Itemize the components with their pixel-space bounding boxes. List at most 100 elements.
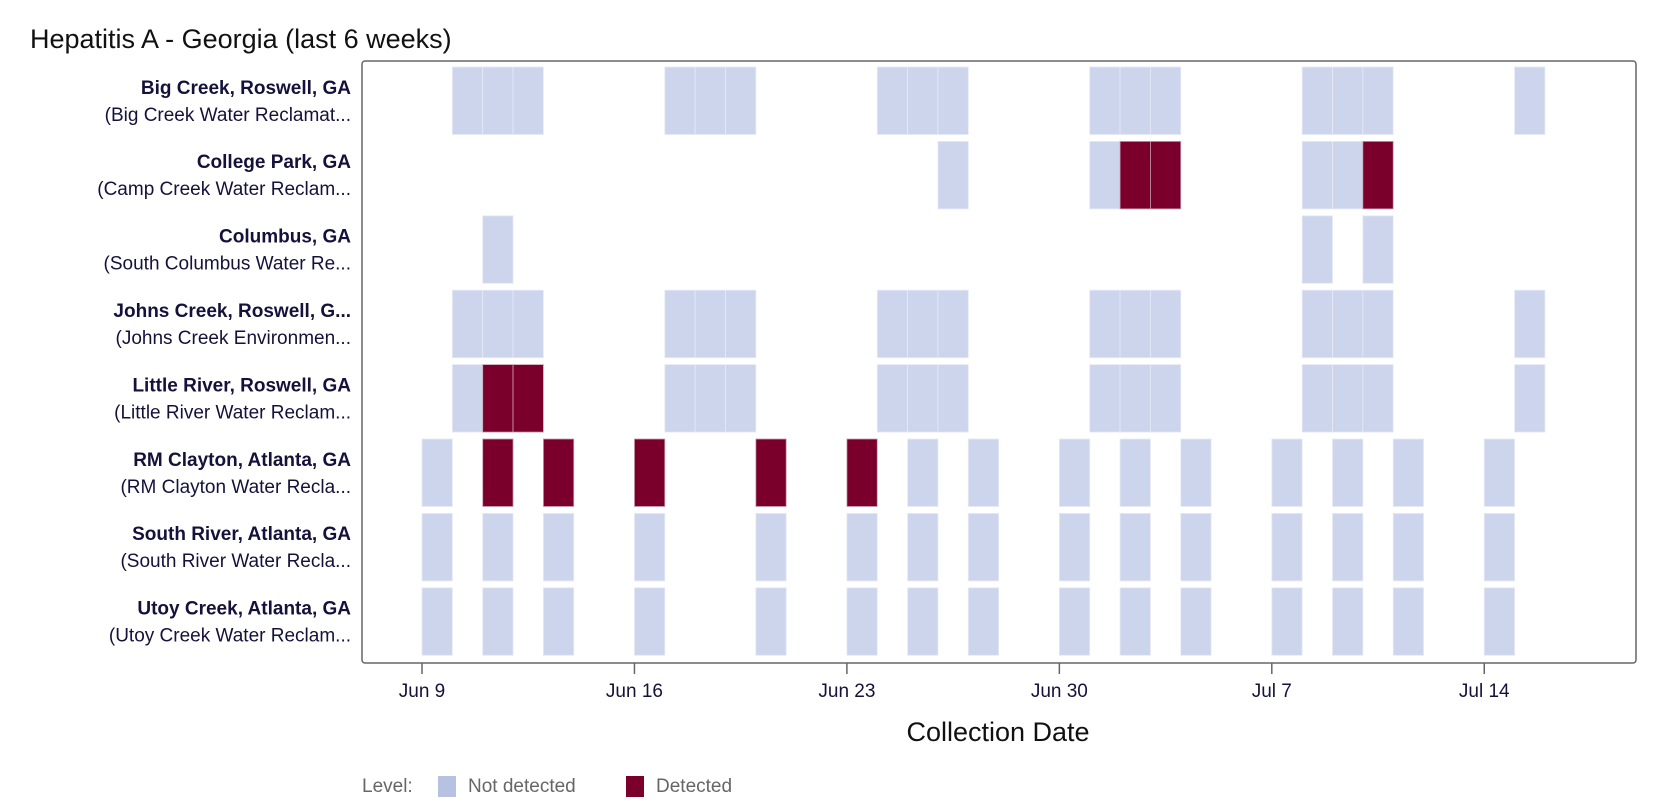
tile-not-detected[interactable] (1332, 140, 1364, 210)
tile-not-detected[interactable] (1483, 513, 1516, 582)
tile-not-detected[interactable] (664, 364, 696, 433)
tile-detected[interactable] (1150, 140, 1182, 210)
tile-not-detected[interactable] (1119, 587, 1151, 656)
tile-not-detected[interactable] (1271, 513, 1303, 582)
tile-not-detected[interactable] (876, 364, 909, 433)
tile-not-detected[interactable] (1301, 364, 1333, 433)
tile-not-detected[interactable] (967, 587, 1000, 656)
tile-not-detected[interactable] (1392, 587, 1424, 656)
tile-not-detected[interactable] (1180, 513, 1212, 582)
tile-not-detected[interactable] (421, 587, 453, 656)
tile-not-detected[interactable] (907, 364, 939, 433)
tile-detected[interactable] (1362, 140, 1394, 210)
tile-not-detected[interactable] (725, 66, 757, 135)
tile-not-detected[interactable] (1089, 289, 1121, 359)
tile-not-detected[interactable] (907, 438, 939, 507)
tile-not-detected[interactable] (482, 513, 514, 582)
tile-not-detected[interactable] (1119, 513, 1151, 582)
tile-not-detected[interactable] (1483, 587, 1516, 656)
tile-not-detected[interactable] (1301, 140, 1333, 210)
tile-not-detected[interactable] (1119, 364, 1151, 433)
tile-not-detected[interactable] (1514, 364, 1546, 433)
tile-detected[interactable] (543, 438, 575, 507)
tile-not-detected[interactable] (1332, 438, 1364, 507)
tile-not-detected[interactable] (907, 66, 939, 135)
tile-not-detected[interactable] (664, 289, 696, 359)
tile-not-detected[interactable] (937, 140, 969, 210)
tile-not-detected[interactable] (1089, 140, 1121, 210)
tile-not-detected[interactable] (725, 364, 757, 433)
tile-not-detected[interactable] (482, 66, 514, 135)
tile-not-detected[interactable] (876, 66, 909, 135)
tile-not-detected[interactable] (1150, 289, 1182, 359)
tile-not-detected[interactable] (1180, 587, 1212, 656)
tile-not-detected[interactable] (1301, 215, 1333, 284)
tile-not-detected[interactable] (1332, 364, 1364, 433)
tile-not-detected[interactable] (694, 289, 726, 359)
tile-not-detected[interactable] (1392, 438, 1424, 507)
tile-detected[interactable] (755, 438, 787, 507)
tile-not-detected[interactable] (1362, 364, 1394, 433)
tile-not-detected[interactable] (421, 438, 453, 507)
tile-not-detected[interactable] (1180, 438, 1212, 507)
tile-detected[interactable] (634, 438, 666, 507)
tile-not-detected[interactable] (1362, 289, 1394, 359)
tile-not-detected[interactable] (482, 215, 514, 284)
tile-not-detected[interactable] (1483, 438, 1516, 507)
tile-not-detected[interactable] (512, 66, 544, 135)
tile-detected[interactable] (512, 364, 544, 433)
tile-not-detected[interactable] (907, 289, 939, 359)
tile-not-detected[interactable] (755, 513, 787, 582)
tile-not-detected[interactable] (634, 587, 666, 656)
tile-not-detected[interactable] (1332, 66, 1364, 135)
tile-not-detected[interactable] (1119, 289, 1151, 359)
tile-not-detected[interactable] (1058, 587, 1091, 656)
tile-not-detected[interactable] (967, 438, 1000, 507)
tile-not-detected[interactable] (937, 289, 969, 359)
tile-not-detected[interactable] (1301, 66, 1333, 135)
tile-not-detected[interactable] (694, 364, 726, 433)
tile-not-detected[interactable] (876, 289, 909, 359)
tile-not-detected[interactable] (543, 513, 575, 582)
tile-not-detected[interactable] (755, 587, 787, 656)
tile-not-detected[interactable] (967, 513, 1000, 582)
tile-not-detected[interactable] (1089, 66, 1121, 135)
tile-not-detected[interactable] (694, 66, 726, 135)
tile-not-detected[interactable] (451, 364, 484, 433)
tile-not-detected[interactable] (1514, 66, 1546, 135)
tile-not-detected[interactable] (1271, 587, 1303, 656)
tile-detected[interactable] (482, 364, 514, 433)
tile-not-detected[interactable] (421, 513, 453, 582)
tile-not-detected[interactable] (1089, 364, 1121, 433)
tile-detected[interactable] (1119, 140, 1151, 210)
tile-detected[interactable] (482, 438, 514, 507)
tile-not-detected[interactable] (482, 587, 514, 656)
tile-not-detected[interactable] (451, 289, 484, 359)
tile-not-detected[interactable] (664, 66, 696, 135)
tile-not-detected[interactable] (482, 289, 514, 359)
tile-not-detected[interactable] (451, 66, 484, 135)
tile-not-detected[interactable] (725, 289, 757, 359)
tile-not-detected[interactable] (937, 364, 969, 433)
tile-not-detected[interactable] (1150, 364, 1182, 433)
tile-not-detected[interactable] (1362, 66, 1394, 135)
tile-not-detected[interactable] (1332, 289, 1364, 359)
tile-not-detected[interactable] (907, 513, 939, 582)
tile-not-detected[interactable] (846, 587, 878, 656)
tile-not-detected[interactable] (846, 513, 878, 582)
tile-not-detected[interactable] (1058, 513, 1091, 582)
tile-not-detected[interactable] (1271, 438, 1303, 507)
tile-not-detected[interactable] (1362, 215, 1394, 284)
tile-not-detected[interactable] (1150, 66, 1182, 135)
tile-not-detected[interactable] (634, 513, 666, 582)
tile-not-detected[interactable] (1392, 513, 1424, 582)
tile-not-detected[interactable] (512, 289, 544, 359)
tile-not-detected[interactable] (1301, 289, 1333, 359)
tile-not-detected[interactable] (1332, 513, 1364, 582)
tile-not-detected[interactable] (543, 587, 575, 656)
tile-not-detected[interactable] (907, 587, 939, 656)
tile-not-detected[interactable] (1332, 587, 1364, 656)
tile-detected[interactable] (846, 438, 878, 507)
tile-not-detected[interactable] (1058, 438, 1091, 507)
tile-not-detected[interactable] (1119, 66, 1151, 135)
